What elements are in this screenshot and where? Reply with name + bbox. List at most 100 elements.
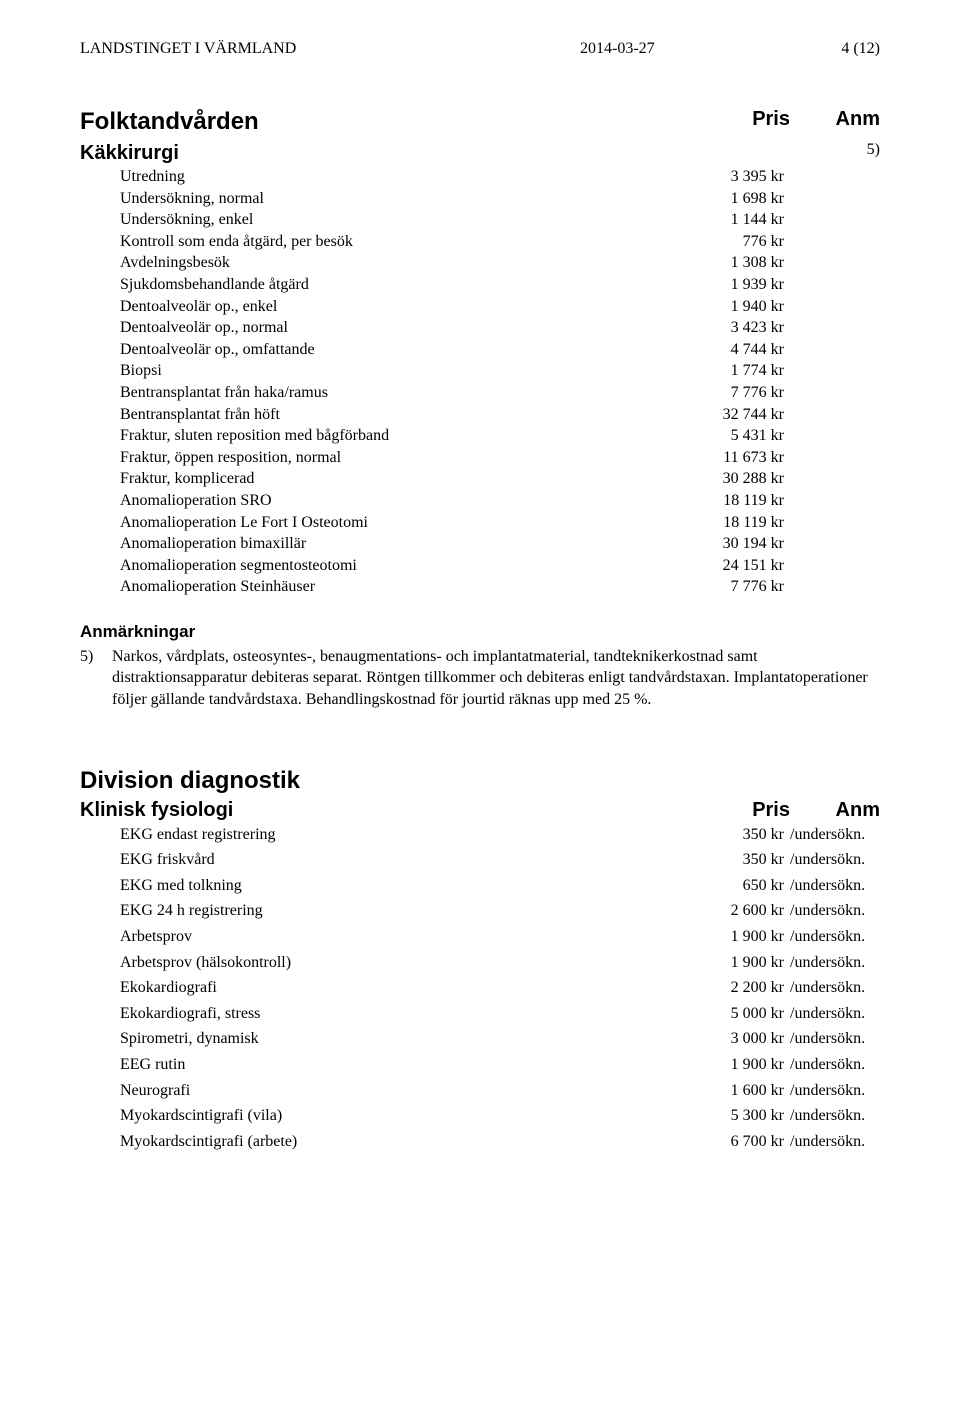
- price-row: Anomalioperation Steinhäuser7 776 kr: [80, 576, 880, 598]
- header-date: 2014-03-27: [580, 40, 780, 58]
- note-row: 5)Narkos, vårdplats, osteosyntes-, benau…: [80, 646, 880, 711]
- row-label: Biopsi: [120, 360, 644, 382]
- price-row: Arbetsprov (hälsokontroll)1 900 kr/under…: [80, 950, 880, 976]
- row-price: 1 900 kr: [644, 924, 784, 950]
- price-row: EKG friskvård350 kr/undersökn.: [80, 847, 880, 873]
- row-price: 3 000 kr: [644, 1026, 784, 1052]
- row-anm: [784, 339, 880, 361]
- price-header-row-2: Klinisk fysiologi Pris Anm: [80, 799, 880, 822]
- row-price: 1 939 kr: [644, 274, 784, 296]
- row-price: 1 144 kr: [644, 209, 784, 231]
- row-label: Bentransplantat från haka/ramus: [120, 382, 644, 404]
- row-anm: /undersökn.: [784, 1026, 880, 1052]
- row-label: Fraktur, öppen resposition, normal: [120, 447, 644, 469]
- row-price: 776 kr: [644, 231, 784, 253]
- row-price: 1 698 kr: [644, 188, 784, 210]
- row-price: 30 194 kr: [644, 533, 784, 555]
- row-price: 18 119 kr: [644, 490, 784, 512]
- col-header-anm-2: Anm: [790, 799, 880, 822]
- row-price: 650 kr: [644, 873, 784, 899]
- page-header: LANDSTINGET I VÄRMLAND 2014-03-27 4 (12): [80, 40, 880, 58]
- note-text: Narkos, vårdplats, osteosyntes-, benaugm…: [112, 646, 880, 711]
- row-anm: [784, 425, 880, 447]
- price-row: Undersökning, enkel1 144 kr: [80, 209, 880, 231]
- notes-list: 5)Narkos, vårdplats, osteosyntes-, benau…: [80, 646, 880, 711]
- row-label: Arbetsprov (hälsokontroll): [120, 950, 644, 976]
- row-price: 1 774 kr: [644, 360, 784, 382]
- row-anm: [784, 447, 880, 469]
- row-label: Anomalioperation SRO: [120, 490, 644, 512]
- row-anm: /undersökn.: [784, 898, 880, 924]
- section-folktandvarden: Folktandvården Pris Anm Käkkirurgi 5) Ut…: [80, 108, 880, 598]
- row-label: EKG friskvård: [120, 847, 644, 873]
- notes-heading: Anmärkningar: [80, 622, 880, 642]
- price-row: Dentoalveolär op., normal3 423 kr: [80, 317, 880, 339]
- row-anm: [784, 231, 880, 253]
- row-price: 5 431 kr: [644, 425, 784, 447]
- row-label: EKG endast registrering: [120, 822, 644, 848]
- row-label: Undersökning, enkel: [120, 209, 644, 231]
- row-anm: [784, 274, 880, 296]
- row-label: Dentoalveolär op., normal: [120, 317, 644, 339]
- row-label: Anomalioperation bimaxillär: [120, 533, 644, 555]
- price-row: Undersökning, normal1 698 kr: [80, 188, 880, 210]
- row-anm: /undersökn.: [784, 1078, 880, 1104]
- row-price: 30 288 kr: [644, 468, 784, 490]
- row-anm: /undersökn.: [784, 950, 880, 976]
- row-price: 350 kr: [644, 822, 784, 848]
- row-anm: [784, 533, 880, 555]
- price-row: Fraktur, komplicerad30 288 kr: [80, 468, 880, 490]
- subsection-title: Käkkirurgi: [80, 142, 179, 164]
- row-price: 5 300 kr: [644, 1103, 784, 1129]
- price-row: EEG rutin1 900 kr/undersökn.: [80, 1052, 880, 1078]
- price-row: Anomalioperation bimaxillär30 194 kr: [80, 533, 880, 555]
- row-anm: /undersökn.: [784, 1129, 880, 1155]
- row-anm: [784, 576, 880, 598]
- price-row: Anomalioperation Le Fort I Osteotomi18 1…: [80, 512, 880, 534]
- price-row: Sjukdomsbehandlande åtgärd1 939 kr: [80, 274, 880, 296]
- price-row: Kontroll som enda åtgärd, per besök776 k…: [80, 231, 880, 253]
- row-label: Ekokardiografi: [120, 975, 644, 1001]
- items-list-2: EKG endast registrering350 kr/undersökn.…: [80, 822, 880, 1155]
- row-label: Bentransplantat från höft: [120, 404, 644, 426]
- subsection-price: [650, 140, 790, 166]
- header-org: LANDSTINGET I VÄRMLAND: [80, 40, 580, 58]
- row-anm: [784, 360, 880, 382]
- row-label: Sjukdomsbehandlande åtgärd: [120, 274, 644, 296]
- header-page: 4 (12): [780, 40, 880, 58]
- row-price: 5 000 kr: [644, 1001, 784, 1027]
- row-label: EKG 24 h registrering: [120, 898, 644, 924]
- row-anm: /undersökn.: [784, 1052, 880, 1078]
- row-price: 6 700 kr: [644, 1129, 784, 1155]
- row-price: 11 673 kr: [644, 447, 784, 469]
- row-label: Fraktur, sluten reposition med bågförban…: [120, 425, 644, 447]
- row-price: 32 744 kr: [644, 404, 784, 426]
- price-row: Fraktur, sluten reposition med bågförban…: [80, 425, 880, 447]
- row-anm: /undersökn.: [784, 847, 880, 873]
- row-price: 3 423 kr: [644, 317, 784, 339]
- col-header-anm: Anm: [790, 108, 880, 140]
- row-anm: /undersökn.: [784, 924, 880, 950]
- row-anm: [784, 404, 880, 426]
- row-price: 7 776 kr: [644, 576, 784, 598]
- row-label: Fraktur, komplicerad: [120, 468, 644, 490]
- row-anm: /undersökn.: [784, 822, 880, 848]
- row-anm: [784, 252, 880, 274]
- row-label: Dentoalveolär op., omfattande: [120, 339, 644, 361]
- row-price: 18 119 kr: [644, 512, 784, 534]
- row-label: Myokardscintigrafi (vila): [120, 1103, 644, 1129]
- row-anm: [784, 296, 880, 318]
- row-price: 1 940 kr: [644, 296, 784, 318]
- price-row: Bentransplantat från haka/ramus7 776 kr: [80, 382, 880, 404]
- subsection-anm: 5): [790, 140, 880, 166]
- row-price: 1 600 kr: [644, 1078, 784, 1104]
- row-anm: /undersökn.: [784, 975, 880, 1001]
- section-division-diagnostik: Division diagnostik Klinisk fysiologi Pr…: [80, 767, 880, 1155]
- row-anm: [784, 166, 880, 188]
- col-header-price-2: Pris: [650, 799, 790, 822]
- price-row: Ekokardiografi, stress5 000 kr/undersökn…: [80, 1001, 880, 1027]
- row-price: 350 kr: [644, 847, 784, 873]
- row-anm: [784, 512, 880, 534]
- price-row: EKG med tolkning650 kr/undersökn.: [80, 873, 880, 899]
- price-row: Biopsi1 774 kr: [80, 360, 880, 382]
